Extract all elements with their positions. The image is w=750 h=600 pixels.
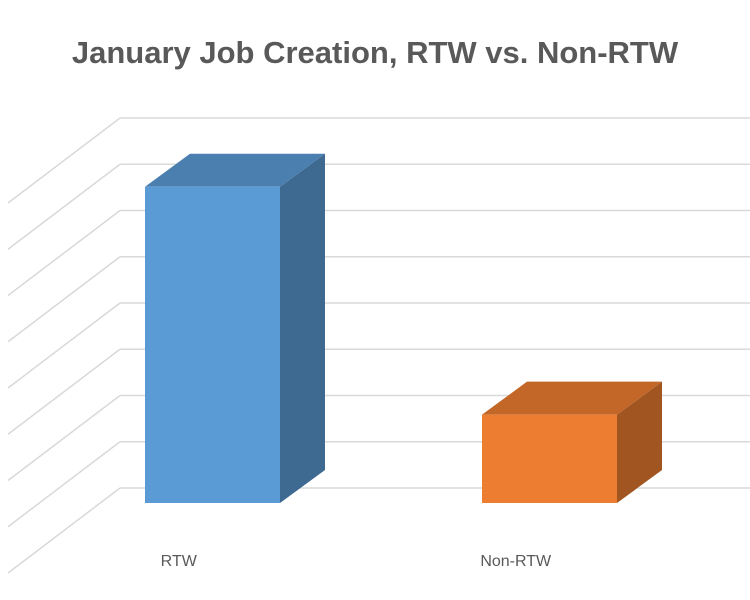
grid-line [7,487,121,574]
x-tick-label: Non-RTW [480,553,552,570]
bar [145,186,280,504]
x-tick-label: RTW [161,553,198,570]
bar [482,414,617,503]
grid-line [7,348,121,435]
grid-line [7,394,121,482]
grid-line [7,441,121,528]
bar-top [145,153,325,187]
grid-line [7,163,121,250]
grid-line [7,256,121,343]
grid-line [7,209,121,297]
bar-side [280,153,325,504]
grid-line [7,302,121,389]
bar-top [482,381,662,415]
chart-title: January Job Creation, RTW vs. Non-RTW [72,35,679,70]
bar-side [617,381,662,503]
grid-line [7,117,121,204]
